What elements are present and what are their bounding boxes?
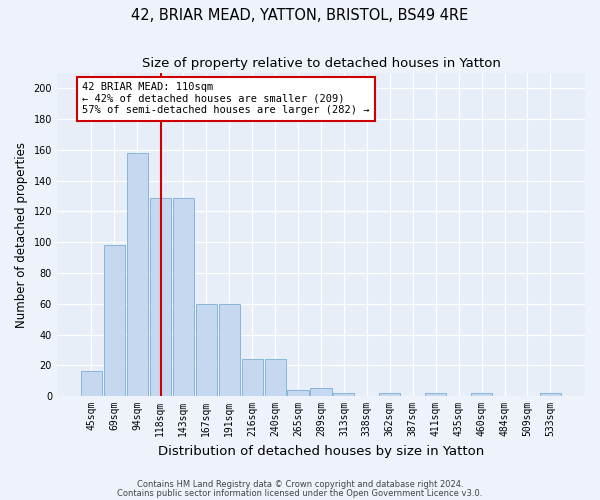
Text: Contains public sector information licensed under the Open Government Licence v3: Contains public sector information licen…: [118, 489, 482, 498]
Text: 42 BRIAR MEAD: 110sqm
← 42% of detached houses are smaller (209)
57% of semi-det: 42 BRIAR MEAD: 110sqm ← 42% of detached …: [82, 82, 370, 116]
Bar: [127, 153, 148, 396]
Bar: [81, 372, 102, 396]
Bar: [379, 393, 400, 396]
Bar: [334, 393, 355, 396]
Bar: [150, 198, 171, 396]
Title: Size of property relative to detached houses in Yatton: Size of property relative to detached ho…: [142, 58, 500, 70]
Bar: [287, 390, 308, 396]
Bar: [425, 393, 446, 396]
X-axis label: Distribution of detached houses by size in Yatton: Distribution of detached houses by size …: [158, 444, 484, 458]
Bar: [471, 393, 492, 396]
Text: Contains HM Land Registry data © Crown copyright and database right 2024.: Contains HM Land Registry data © Crown c…: [137, 480, 463, 489]
Y-axis label: Number of detached properties: Number of detached properties: [15, 142, 28, 328]
Text: 42, BRIAR MEAD, YATTON, BRISTOL, BS49 4RE: 42, BRIAR MEAD, YATTON, BRISTOL, BS49 4R…: [131, 8, 469, 22]
Bar: [173, 198, 194, 396]
Bar: [218, 304, 240, 396]
Bar: [265, 359, 286, 396]
Bar: [104, 246, 125, 396]
Bar: [310, 388, 332, 396]
Bar: [242, 359, 263, 396]
Bar: [540, 393, 561, 396]
Bar: [196, 304, 217, 396]
